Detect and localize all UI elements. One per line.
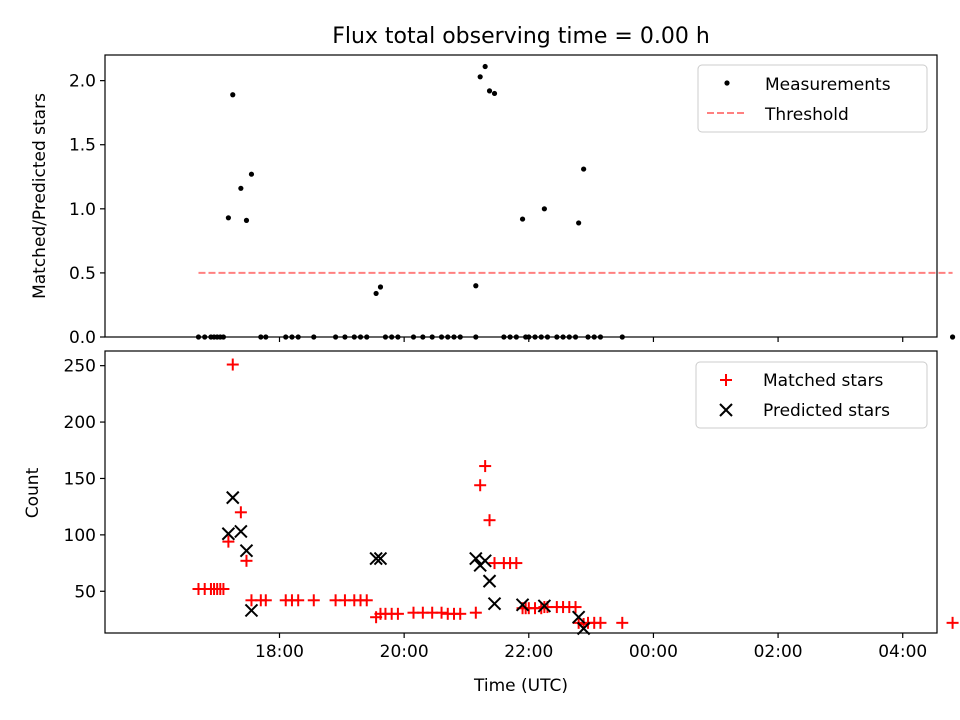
ytick-label: 200: [64, 413, 96, 433]
measurement-point: [541, 206, 547, 212]
legend-threshold-label: Threshold: [764, 105, 849, 125]
matched-point: [510, 557, 523, 570]
legend-predicted-marker: [719, 403, 733, 417]
legend-matched-label: Matched stars: [763, 371, 883, 391]
matched-point: [234, 506, 247, 519]
predicted-point: [369, 551, 383, 566]
predicted-point: [239, 543, 254, 558]
ytick-label: 1.0: [69, 200, 96, 220]
legend-measurements-label: Measurements: [765, 75, 891, 95]
matched-point: [435, 606, 448, 619]
matched-point: [469, 606, 482, 619]
ytick-label: 100: [64, 526, 96, 546]
predicted-point: [373, 551, 388, 566]
measurement-point: [230, 92, 236, 98]
legend-measurements-marker: [724, 80, 730, 86]
bottom-legend-box: [695, 361, 928, 429]
ytick-label: 0.5: [69, 264, 96, 284]
measurement-point: [473, 283, 479, 289]
matched-point: [222, 535, 235, 548]
measurement-point: [377, 284, 384, 290]
ytick-label: 250: [64, 357, 96, 377]
predicted-point: [221, 527, 236, 541]
matched-point: [259, 594, 272, 607]
measurement-point: [482, 63, 488, 70]
measurement-point: [225, 215, 231, 221]
bottom-ylabel: Count: [23, 467, 43, 518]
measurement-point: [576, 220, 582, 226]
predicted-point: [487, 596, 502, 611]
top-axes: Flux total observing time = 0.00 h Match…: [30, 24, 956, 348]
predicted-point: [226, 490, 240, 505]
top-axes-frame: [104, 54, 938, 338]
matched-point: [569, 601, 582, 614]
measurement-point: [243, 217, 250, 223]
matched-point: [616, 616, 629, 629]
matched-point: [217, 583, 230, 596]
measurement-point: [248, 171, 255, 177]
predicted-point: [571, 610, 586, 624]
measurement-point: [373, 290, 379, 297]
xtick-label: 22:00: [504, 642, 553, 662]
xtick-label: 18:00: [255, 642, 304, 662]
xtick-label: 20:00: [380, 642, 429, 662]
ytick-label: 0.0: [69, 328, 96, 348]
ytick-label: 50: [74, 582, 96, 602]
matched-point: [474, 479, 487, 492]
ytick-label: 150: [64, 469, 96, 489]
top-ylabel: Matched/Predicted stars: [30, 93, 50, 299]
measurement-point: [949, 334, 956, 340]
matched-point: [360, 594, 373, 607]
chart-title: Flux total observing time = 0.00 h: [332, 24, 710, 49]
top-legend-box: [697, 64, 928, 133]
xtick-label: 04:00: [878, 642, 927, 662]
bottom-legend: Matched stars Predicted stars: [695, 361, 928, 429]
matched-point: [391, 607, 404, 620]
bottom-axes: Count Time (UTC) 50 100 150 200 250 18:00 20:0…: [23, 350, 959, 696]
predicted-point: [244, 603, 259, 618]
ytick-label: 2.0: [69, 72, 96, 92]
matched-point: [292, 594, 305, 607]
matched-point: [454, 607, 467, 620]
measurement-point: [581, 166, 587, 172]
predicted-point: [537, 599, 552, 613]
matched-point: [946, 616, 959, 629]
matched-point: [594, 616, 607, 629]
measurement-point: [491, 90, 498, 97]
ytick-label: 1.5: [69, 136, 96, 156]
bottom-axes-frame: [104, 350, 938, 634]
measurement-point: [519, 216, 526, 222]
xtick-label: 00:00: [629, 642, 678, 662]
matched-point: [307, 594, 320, 607]
measurement-point: [477, 74, 483, 80]
predicted-point: [482, 574, 497, 588]
top-legend: Measurements Threshold: [697, 64, 928, 133]
predicted-point: [515, 598, 530, 612]
matched-point: [483, 514, 496, 527]
predicted-point: [234, 524, 248, 539]
predicted-point: [478, 554, 492, 568]
matched-point: [479, 460, 492, 473]
bottom-xlabel: Time (UTC): [473, 676, 568, 696]
matched-point: [226, 358, 239, 371]
measurement-point: [486, 88, 493, 94]
matched-point: [240, 554, 253, 567]
bottom-plot-area: [192, 358, 959, 636]
xtick-label: 02:00: [754, 642, 803, 662]
measurement-point: [238, 185, 244, 191]
legend-matched-marker: [720, 374, 732, 386]
legend-predicted-label: Predicted stars: [763, 401, 890, 421]
